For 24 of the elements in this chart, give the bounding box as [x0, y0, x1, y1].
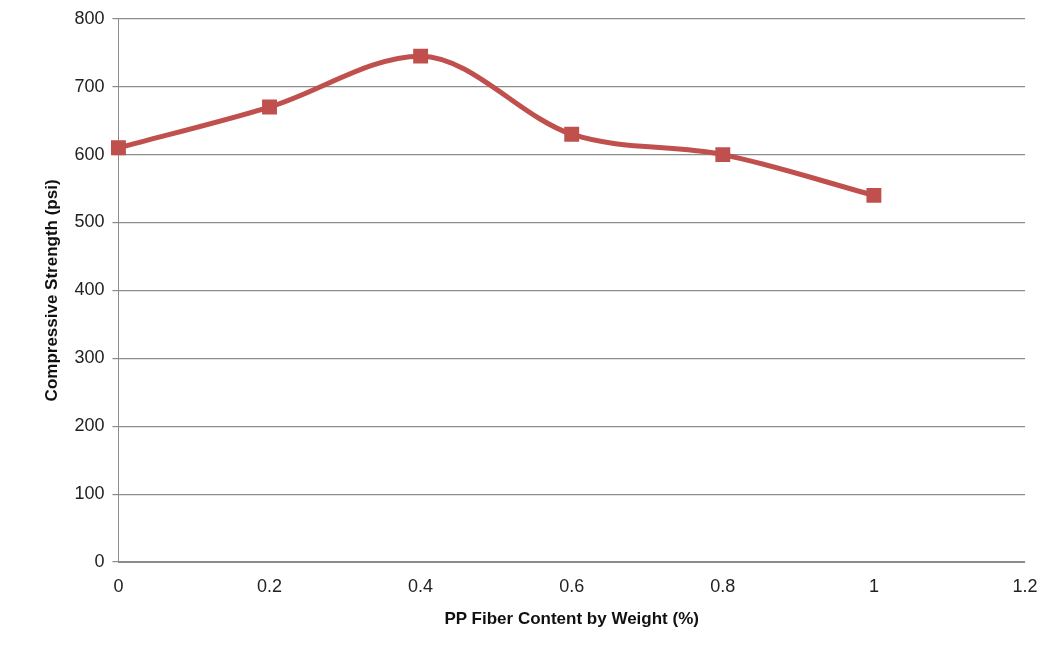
y-tick-label: 500	[74, 211, 105, 232]
point	[413, 48, 429, 64]
x-tick-label: 0	[113, 575, 124, 596]
x-tick-label: 0.2	[257, 575, 283, 596]
y-tick-label: 400	[74, 279, 105, 300]
point	[564, 126, 580, 142]
x-tick-label: 1.2	[1012, 575, 1038, 596]
y-tick-label: 200	[74, 415, 105, 436]
x-tick-label: 1	[868, 575, 879, 596]
y-tick-label: 0	[94, 550, 105, 571]
x-axis-title: PP Fiber Content by Weight (%)	[444, 609, 699, 629]
y-axis-title: Compressive Strength (psi)	[41, 179, 61, 402]
point	[866, 187, 882, 203]
y-tick-label: 300	[74, 347, 105, 368]
point	[262, 99, 277, 115]
x-tick-label: 0.6	[559, 575, 585, 596]
y-tick-label: 600	[74, 143, 105, 164]
x-tick-label: 0.8	[710, 575, 736, 596]
point	[110, 140, 126, 156]
y-tick-label: 100	[74, 483, 105, 504]
point	[715, 147, 731, 163]
y-tick-label: 700	[74, 75, 105, 96]
x-tick-label: 0.4	[408, 575, 434, 596]
y-tick-label: 800	[74, 7, 105, 28]
